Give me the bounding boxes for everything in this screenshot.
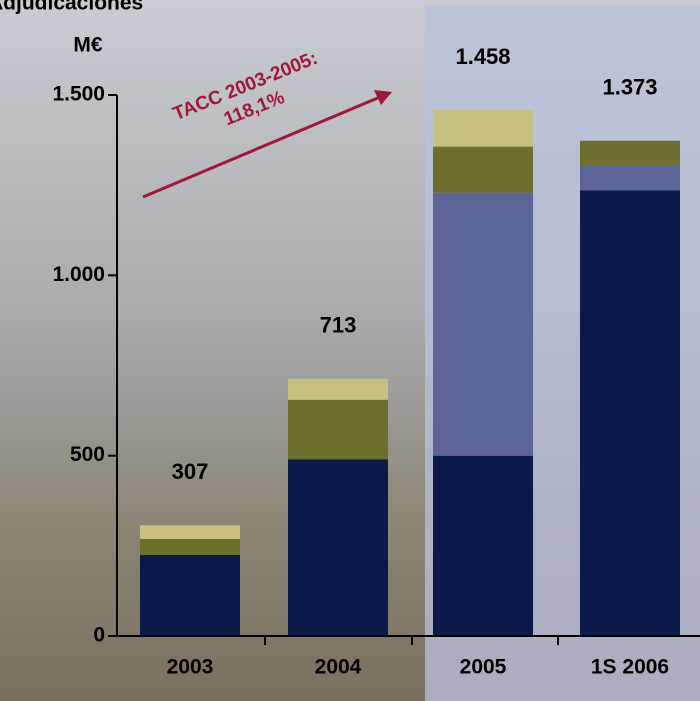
bar-segment bbox=[288, 378, 388, 400]
x-tick-label: 2005 bbox=[460, 656, 507, 679]
trend-arrow bbox=[142, 95, 381, 199]
total-label: 713 bbox=[320, 313, 357, 338]
bar-segment bbox=[140, 525, 240, 539]
chart-title: Adjudicaciones bbox=[0, 0, 143, 15]
y-tick-label: 0 bbox=[93, 624, 105, 647]
x-tick-label: 1S 2006 bbox=[591, 656, 669, 679]
bar-segment bbox=[433, 192, 533, 456]
bar-segment bbox=[580, 166, 680, 191]
total-label: 1.373 bbox=[602, 75, 657, 100]
arrow-head bbox=[374, 90, 392, 105]
bar-segment bbox=[580, 190, 680, 636]
bar-segment bbox=[140, 538, 240, 555]
total-label: 1.458 bbox=[455, 44, 510, 69]
bar-segment bbox=[140, 554, 240, 636]
x-tick-label: 2003 bbox=[167, 656, 214, 679]
bar-segment bbox=[288, 399, 388, 460]
bar-segment bbox=[433, 455, 533, 636]
total-label: 307 bbox=[172, 459, 209, 484]
y-tick-label: 1.000 bbox=[52, 263, 105, 286]
bar-segment bbox=[580, 140, 680, 167]
y-tick-label: 1.500 bbox=[52, 83, 105, 106]
bar-segment bbox=[288, 459, 388, 636]
x-tick-label: 2004 bbox=[315, 656, 362, 679]
bar-segment bbox=[433, 110, 533, 147]
y-tick-label: 500 bbox=[70, 443, 105, 466]
y-axis-label: M€ bbox=[73, 34, 102, 57]
bar-segment bbox=[433, 146, 533, 193]
